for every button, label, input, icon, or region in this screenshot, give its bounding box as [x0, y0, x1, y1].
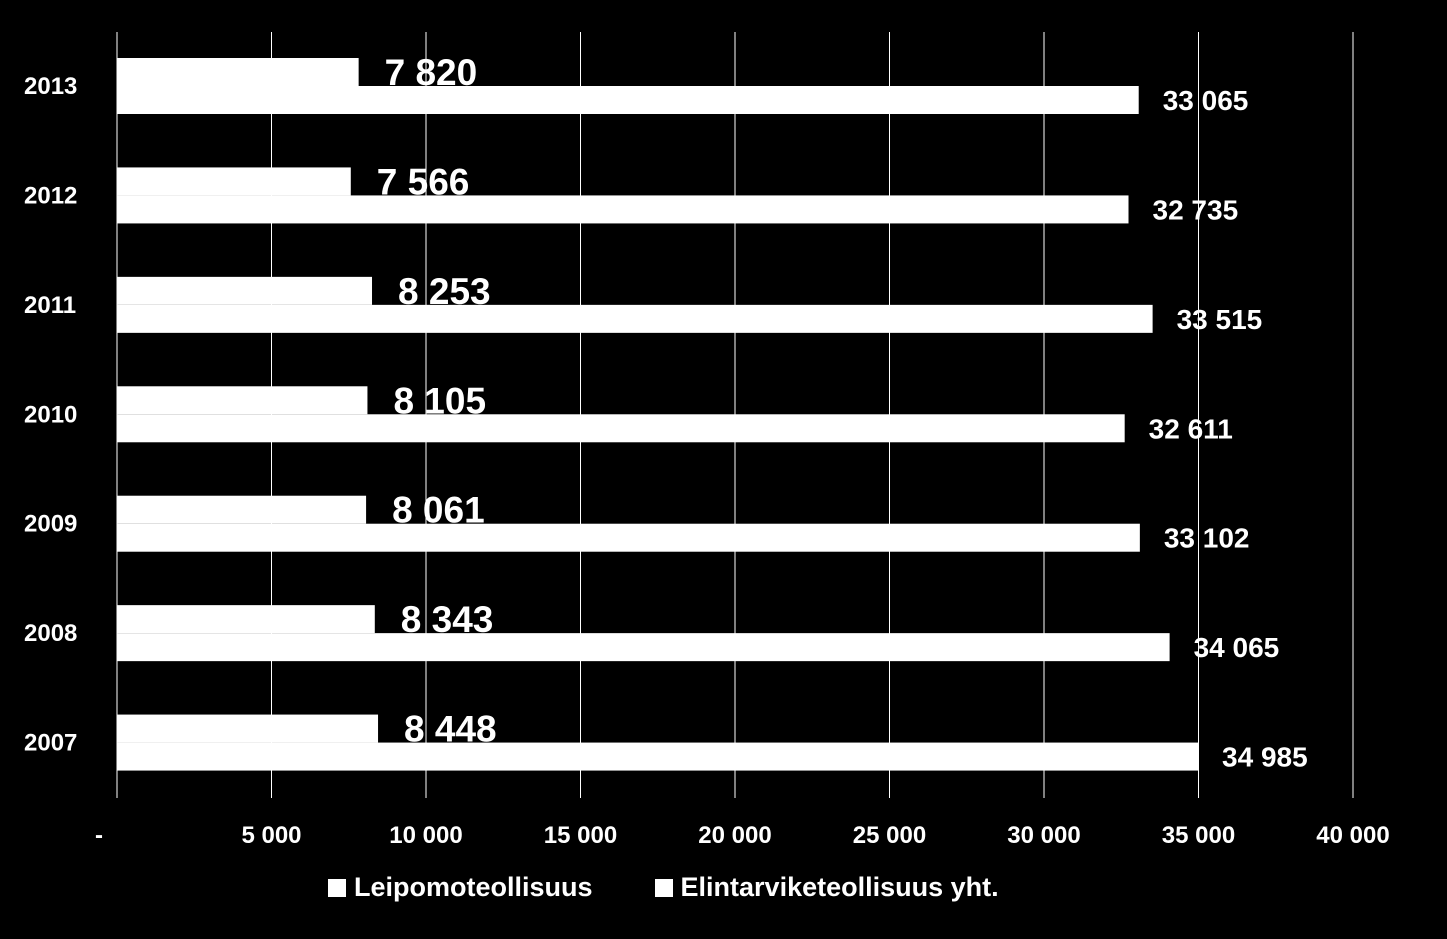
x-tick-label: 5 000 [241, 822, 301, 849]
bar-elintarviketeollisuus [117, 195, 1129, 224]
legend-item-leipomoteollisuus: Leipomoteollisuus [328, 872, 593, 903]
data-label-elintarviketeollisuus: 33 102 [1164, 523, 1250, 554]
x-tick-label: 30 000 [1007, 822, 1080, 849]
bar-elintarviketeollisuus [117, 523, 1140, 552]
data-label-elintarviketeollisuus: 32 735 [1153, 194, 1239, 225]
data-label-leipomoteollisuus: 8 448 [404, 709, 497, 750]
legend-swatch [328, 878, 346, 897]
bar-elintarviketeollisuus [117, 633, 1170, 662]
data-label-leipomoteollisuus: 7 820 [385, 52, 478, 93]
bar-leipomoteollisuus [117, 495, 367, 524]
y-category-label: 2008 [24, 620, 77, 647]
y-category-label: 2009 [24, 511, 77, 538]
y-category-label: 2007 [24, 730, 77, 757]
bar-leipomoteollisuus [117, 167, 351, 196]
data-label-leipomoteollisuus: 7 566 [377, 161, 470, 202]
bar-leipomoteollisuus [117, 58, 359, 86]
legend-swatch [654, 878, 673, 897]
legend-label: Elintarviketeollisuus yht. [680, 872, 999, 902]
data-label-elintarviketeollisuus: 32 611 [1149, 413, 1233, 444]
legend-item-elintarviketeollisuus: Elintarviketeollisuus yht. [654, 872, 999, 903]
data-label-leipomoteollisuus: 8 253 [398, 271, 491, 312]
data-label-elintarviketeollisuus: 33 065 [1163, 85, 1249, 116]
y-category-label: 2011 [24, 292, 76, 319]
x-tick-label: 10 000 [389, 822, 462, 849]
bar-elintarviketeollisuus [117, 86, 1139, 114]
data-label-leipomoteollisuus: 8 343 [401, 599, 494, 640]
bar-elintarviketeollisuus [117, 304, 1153, 333]
x-tick-label: 40 000 [1316, 822, 1389, 849]
legend: Leipomoteollisuus Elintarviketeollisuus … [328, 872, 1061, 903]
bar-leipomoteollisuus [117, 386, 368, 415]
x-tick-label: - [95, 822, 103, 849]
y-category-label: 2010 [24, 401, 77, 428]
bar-elintarviketeollisuus [117, 742, 1199, 771]
bar-leipomoteollisuus [117, 605, 375, 634]
y-category-label: 2012 [24, 182, 77, 209]
data-label-elintarviketeollisuus: 34 065 [1194, 632, 1280, 663]
legend-label: Leipomoteollisuus [354, 872, 593, 902]
x-tick-label: 35 000 [1162, 822, 1235, 849]
bar-leipomoteollisuus [117, 276, 373, 305]
data-label-elintarviketeollisuus: 33 515 [1177, 304, 1263, 335]
data-label-leipomoteollisuus: 8 105 [393, 380, 486, 421]
x-tick-label: 20 000 [698, 822, 771, 849]
x-tick-label: 15 000 [544, 822, 617, 849]
data-label-leipomoteollisuus: 8 061 [392, 490, 485, 531]
bar-elintarviketeollisuus [117, 414, 1125, 443]
data-label-elintarviketeollisuus: 34 985 [1222, 742, 1308, 773]
bar-leipomoteollisuus [117, 714, 379, 743]
x-tick-label: 25 000 [853, 822, 926, 849]
y-category-label: 2013 [24, 73, 77, 100]
